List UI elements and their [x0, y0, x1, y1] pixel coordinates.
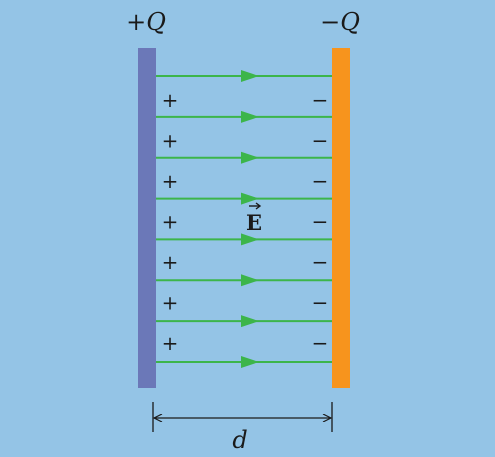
negative-charge-symbol: −: [312, 129, 329, 153]
field-vector-label: E: [246, 202, 262, 235]
positive-plate: [138, 48, 156, 388]
separation-dimension: d: [152, 402, 333, 454]
positive-charge-symbol: +: [162, 169, 179, 193]
field-line-arrowhead: [241, 356, 259, 368]
field-line-arrowhead: [241, 315, 259, 328]
negative-plate-label: −Q: [320, 8, 360, 36]
positive-charge-symbol: +: [162, 129, 179, 153]
negative-charges: − − − − − − −: [312, 88, 329, 355]
positive-charge-symbol: +: [162, 291, 179, 315]
positive-charges: + + + + + + +: [162, 88, 179, 355]
field-line-arrowhead: [241, 110, 259, 123]
negative-charge-symbol: −: [312, 169, 329, 193]
negative-charge-symbol: −: [312, 291, 329, 315]
field-line-arrowhead: [241, 192, 259, 205]
positive-charge-symbol: +: [162, 210, 179, 234]
separation-label: d: [232, 426, 247, 454]
positive-charge-symbol: +: [162, 88, 179, 112]
positive-charge-symbol: +: [162, 331, 179, 355]
negative-charge-symbol: −: [312, 210, 329, 234]
negative-charge-symbol: −: [312, 331, 329, 355]
positive-plate-label: +Q: [126, 8, 166, 36]
negative-plate: [332, 48, 350, 388]
field-lines: [155, 70, 333, 368]
field-label-text: E: [246, 210, 262, 235]
vector-arrow-head-icon: [255, 202, 262, 210]
field-line-arrowhead: [241, 151, 259, 164]
positive-charge-symbol: +: [162, 250, 179, 274]
negative-charge-symbol: −: [312, 88, 329, 112]
field-line-arrowhead: [241, 274, 259, 287]
field-line-arrowhead: [241, 233, 259, 246]
negative-charge-symbol: −: [312, 250, 329, 274]
field-line-arrowhead: [241, 70, 259, 82]
